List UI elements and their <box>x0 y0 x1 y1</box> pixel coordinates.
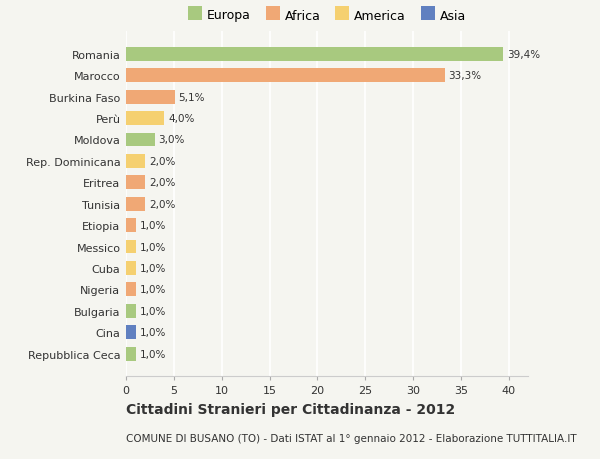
Text: 2,0%: 2,0% <box>149 178 175 188</box>
Bar <box>126 155 145 168</box>
Bar <box>126 283 136 297</box>
Text: 1,0%: 1,0% <box>139 285 166 295</box>
Bar <box>126 112 164 126</box>
Text: 33,3%: 33,3% <box>449 71 482 81</box>
Bar <box>126 240 136 254</box>
Text: 1,0%: 1,0% <box>139 306 166 316</box>
Bar <box>126 69 445 83</box>
Bar <box>126 197 145 211</box>
Bar <box>126 90 175 104</box>
Text: 3,0%: 3,0% <box>158 135 185 145</box>
Text: 1,0%: 1,0% <box>139 327 166 337</box>
Text: 39,4%: 39,4% <box>507 50 540 60</box>
Text: 1,0%: 1,0% <box>139 242 166 252</box>
Text: Cittadini Stranieri per Cittadinanza - 2012: Cittadini Stranieri per Cittadinanza - 2… <box>126 402 455 416</box>
Bar <box>126 176 145 190</box>
Bar <box>126 325 136 339</box>
Bar <box>126 218 136 233</box>
Text: 2,0%: 2,0% <box>149 157 175 167</box>
Bar <box>126 304 136 318</box>
Text: 1,0%: 1,0% <box>139 263 166 273</box>
Bar <box>126 261 136 275</box>
Bar <box>126 48 503 62</box>
Text: 4,0%: 4,0% <box>168 114 194 124</box>
Text: 1,0%: 1,0% <box>139 221 166 230</box>
Text: 1,0%: 1,0% <box>139 349 166 359</box>
Text: 5,1%: 5,1% <box>179 92 205 102</box>
Bar <box>126 133 155 147</box>
Bar <box>126 347 136 361</box>
Text: COMUNE DI BUSANO (TO) - Dati ISTAT al 1° gennaio 2012 - Elaborazione TUTTITALIA.: COMUNE DI BUSANO (TO) - Dati ISTAT al 1°… <box>126 433 577 442</box>
Text: 2,0%: 2,0% <box>149 199 175 209</box>
Legend: Europa, Africa, America, Asia: Europa, Africa, America, Asia <box>188 10 466 22</box>
